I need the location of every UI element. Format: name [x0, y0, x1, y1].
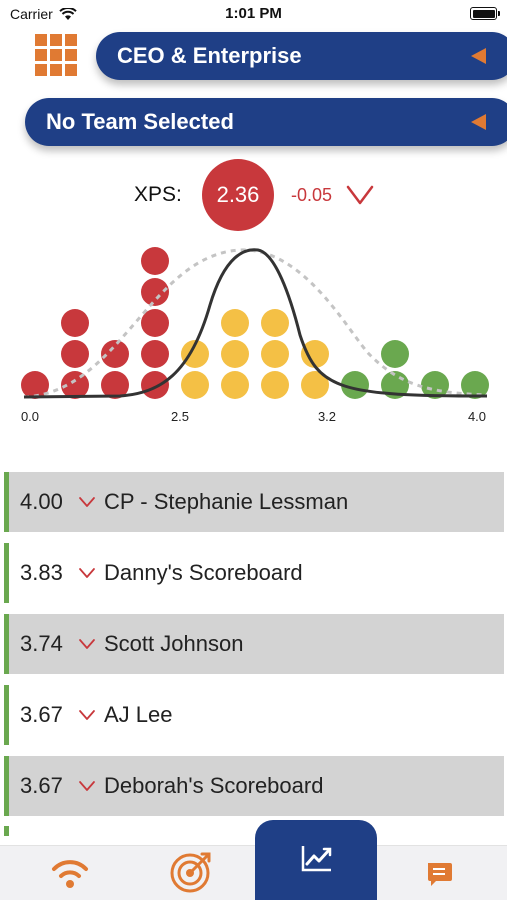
chart-dots	[21, 247, 489, 399]
carrier-info: Carrier	[10, 6, 77, 22]
chart-dot	[381, 340, 409, 368]
chart-dot	[341, 371, 369, 399]
battery-icon	[470, 7, 500, 20]
line-chart-icon	[301, 846, 332, 872]
chart-dot	[141, 309, 169, 337]
chevron-down-icon	[346, 185, 374, 205]
list-item[interactable]: 3.83 Danny's Scoreboard	[4, 543, 504, 603]
wifi-signal-icon[interactable]	[48, 854, 92, 890]
chevron-down-icon	[79, 568, 95, 578]
chart-dot	[261, 309, 289, 337]
list-item-name: Danny's Scoreboard	[104, 560, 303, 585]
score-distribution-chart: 0.0 2.5 3.2 4.0	[21, 247, 489, 424]
chart-dot	[61, 340, 89, 368]
chevron-down-icon	[79, 497, 95, 507]
list-item[interactable]: 3.67 AJ Lee	[4, 685, 504, 745]
chevron-down-icon	[79, 781, 95, 791]
org-selector[interactable]: CEO & Enterprise	[96, 32, 507, 80]
list-item[interactable]: 3.74 Scott Johnson	[4, 614, 504, 674]
chart-dot	[101, 371, 129, 399]
chart-dot	[61, 371, 89, 399]
caret-left-icon	[471, 48, 486, 64]
chart-dot	[421, 371, 449, 399]
chart-dot	[221, 371, 249, 399]
chart-dot	[221, 309, 249, 337]
chart-dot	[261, 371, 289, 399]
carrier-label: Carrier	[10, 6, 53, 22]
tab-analytics[interactable]	[255, 820, 377, 900]
list-item-name: AJ Lee	[104, 702, 173, 727]
chart-dot	[301, 340, 329, 368]
chevron-down-icon	[79, 639, 95, 649]
list-item-score: 3.83	[20, 560, 63, 585]
list-item-score: 3.74	[20, 631, 63, 656]
list-item[interactable]: 3.67 Deborah's Scoreboard	[4, 756, 504, 816]
list-item[interactable]: 4.00 CP - Stephanie Lessman	[4, 472, 504, 532]
target-icon[interactable]	[170, 851, 212, 893]
chart-dot	[141, 278, 169, 306]
wifi-icon	[59, 7, 77, 20]
status-bar: Carrier 1:01 PM	[0, 0, 507, 30]
chart-dot	[221, 340, 249, 368]
x-tick-label: 3.2	[318, 409, 336, 424]
chart-dot	[141, 371, 169, 399]
chart-dot	[261, 340, 289, 368]
list-row-edge	[4, 826, 9, 836]
x-tick-label: 4.0	[468, 409, 486, 424]
chart-dot	[141, 340, 169, 368]
x-tick-label: 0.0	[21, 409, 39, 424]
chart-dot	[181, 371, 209, 399]
chevron-down-icon	[79, 710, 95, 720]
xps-score-badge: 2.36	[202, 159, 274, 231]
org-selector-label: CEO & Enterprise	[117, 43, 302, 68]
team-selector-label: No Team Selected	[46, 109, 234, 134]
chart-dot	[61, 309, 89, 337]
tab-bar	[0, 845, 507, 900]
xps-delta: -0.05	[291, 185, 333, 205]
clock: 1:01 PM	[225, 5, 282, 22]
list-item-name: Deborah's Scoreboard	[104, 773, 324, 798]
list-item-score: 4.00	[20, 489, 63, 514]
list-item-name: Scott Johnson	[104, 631, 244, 656]
grid-menu-icon[interactable]	[35, 34, 77, 76]
team-distribution-curve	[23, 248, 488, 399]
target-distribution-curve	[23, 248, 488, 399]
list-item-score: 3.67	[20, 773, 63, 798]
chart-dot	[461, 371, 489, 399]
chat-bubble-icon[interactable]	[425, 860, 453, 888]
xps-score-value: 2.36	[216, 182, 260, 207]
chart-dot	[301, 371, 329, 399]
list-item-name: CP - Stephanie Lessman	[104, 489, 349, 514]
team-selector[interactable]: No Team Selected	[25, 98, 507, 146]
xps-label: XPS:	[134, 183, 182, 206]
caret-left-icon	[471, 114, 486, 130]
list-item-score: 3.67	[20, 702, 63, 727]
chart-dot	[21, 371, 49, 399]
x-axis-ticks: 0.0 2.5 3.2 4.0	[21, 409, 486, 424]
chart-dot	[101, 340, 129, 368]
chart-dot	[141, 247, 169, 275]
x-tick-label: 2.5	[171, 409, 189, 424]
chart-dot	[181, 340, 209, 368]
